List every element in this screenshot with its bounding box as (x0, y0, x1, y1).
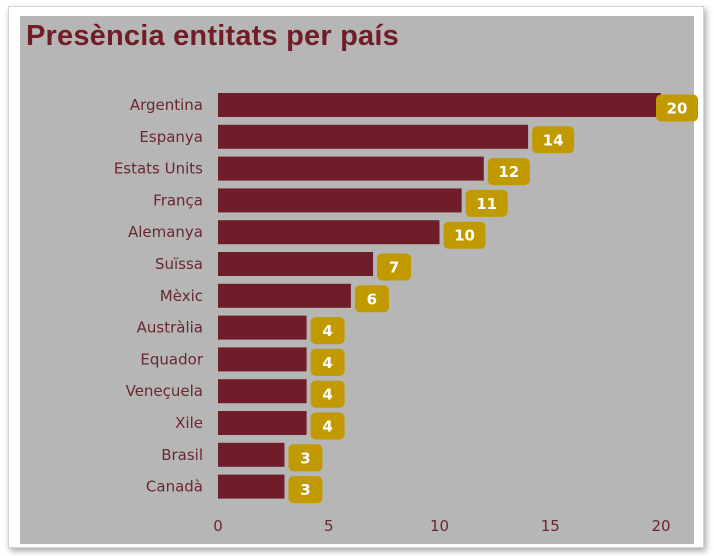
value-badge-xile (310, 412, 345, 440)
value-badge-venecuela (310, 380, 345, 408)
bar-estats-units (218, 156, 484, 181)
bar-equador (218, 347, 307, 372)
category-label-mexic: Mèxic (160, 287, 203, 305)
category-label-alemanya: Alemanya (128, 223, 203, 241)
bar-brasil (218, 442, 285, 467)
bar-australia (218, 315, 307, 340)
value-label-australia: 4 (322, 322, 332, 340)
bar-alemanya (218, 220, 440, 245)
bar-argentina (218, 93, 661, 117)
category-label-equador: Equador (140, 350, 203, 368)
value-label-brasil: 3 (300, 449, 310, 467)
category-label-australia: Austràlia (137, 319, 203, 337)
value-label-argentina: 20 (667, 100, 688, 118)
bar-suissa (218, 252, 374, 276)
value-label-estats-units: 12 (498, 163, 519, 181)
category-label-canada: Canadà (146, 478, 203, 496)
category-label-argentina: Argentina (130, 96, 203, 114)
category-label-estats-units: Estats Units (114, 160, 203, 178)
value-label-espanya: 14 (543, 131, 564, 149)
bar-xile (218, 411, 307, 435)
category-label-venecuela: Veneçuela (126, 382, 203, 400)
bar-canada (218, 474, 285, 499)
category-label-brasil: Brasil (161, 446, 203, 464)
value-label-canada: 3 (300, 481, 310, 499)
category-label-suissa: Suïssa (155, 255, 203, 273)
x-tick-label-5: 5 (324, 517, 334, 535)
x-tick-label-15: 15 (541, 517, 560, 535)
value-label-mexic: 6 (367, 290, 377, 308)
category-label-espanya: Espanya (139, 128, 203, 146)
value-badge-australia (310, 317, 345, 345)
value-badge-canada (288, 476, 323, 504)
value-badge-brasil (288, 444, 323, 472)
x-tick-label-10: 10 (430, 517, 449, 535)
bar-mexic (218, 283, 351, 308)
category-label-franca: França (153, 191, 203, 209)
category-label-xile: Xile (175, 414, 203, 432)
value-label-alemanya: 10 (454, 227, 475, 245)
bar-franca (218, 188, 462, 213)
value-badge-espanya (532, 126, 575, 154)
value-label-venecuela: 4 (322, 386, 332, 404)
value-badge-argentina (656, 94, 698, 122)
chart-title: Presència entitats per país (26, 20, 399, 52)
value-badge-alemanya (443, 221, 486, 249)
value-badge-estats-units (487, 158, 530, 186)
bar-venecuela (218, 379, 307, 404)
value-label-xile: 4 (322, 418, 332, 436)
value-badge-franca (465, 189, 508, 217)
value-label-franca: 11 (476, 195, 497, 213)
x-tick-label-20: 20 (651, 517, 670, 535)
value-label-suissa: 7 (389, 259, 399, 277)
value-badge-equador (310, 348, 345, 376)
bar-espanya (218, 124, 529, 149)
x-tick-label-0: 0 (213, 517, 223, 535)
value-label-equador: 4 (322, 354, 332, 372)
value-badge-mexic (354, 285, 389, 313)
value-badge-suissa (377, 253, 412, 281)
